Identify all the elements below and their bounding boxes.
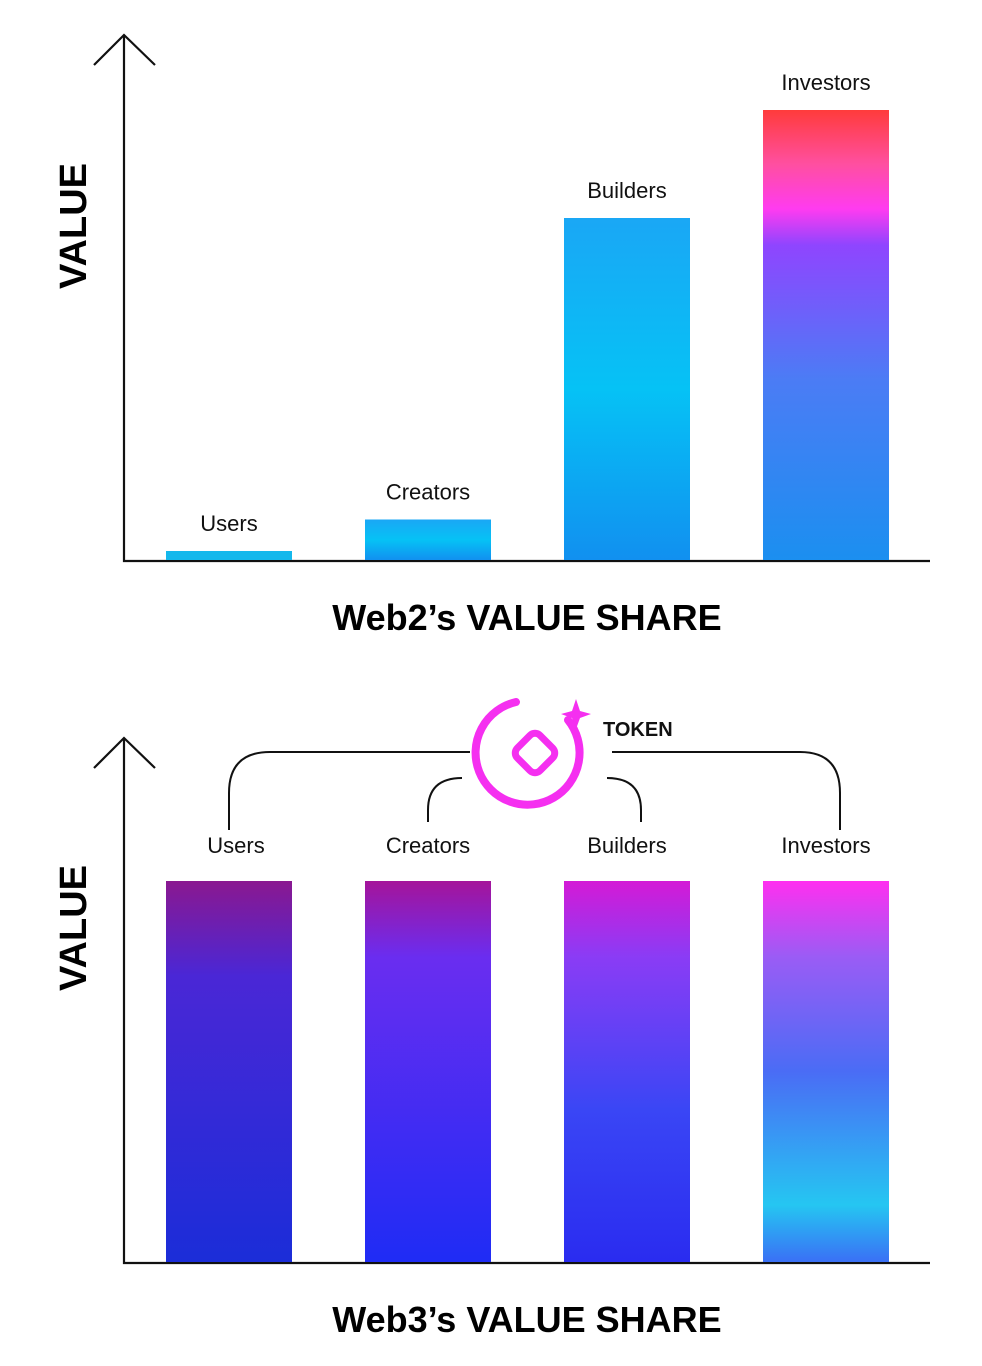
web2-chart-title: Web2’s VALUE SHARE [332,597,721,638]
web2-bar-users [166,551,292,560]
token-icon [471,698,591,809]
web2-y-arrow [93,33,156,66]
web2-bar-creators [365,519,491,560]
web3-bar-builders [564,881,690,1262]
web3-axes [122,738,930,1265]
web2-axes [122,35,930,563]
web3-bar-label-investors: Investors [781,833,870,858]
web3-y-axis-label: VALUE [53,865,95,991]
web2-bar-label-investors: Investors [781,70,870,95]
web3-chart: VALUE TOKEN Users Creators Builders Investo… [53,698,930,1340]
web2-bar-label-users: Users [200,511,257,536]
web2-bar-label-builders: Builders [587,178,666,203]
web3-bar-users [166,881,292,1262]
token-label: TOKEN [603,719,673,741]
token-connector-creators [427,777,463,822]
web3-bar-label-users: Users [207,833,264,858]
web3-chart-title: Web3’s VALUE SHARE [332,1299,721,1340]
web2-bars: Users Creators Builders Investors [166,70,889,560]
web3-bar-creators [365,881,491,1262]
token-connector-investors [612,751,841,830]
token-connector-users [228,751,470,830]
web3-bar-investors [763,881,889,1262]
web2-y-axis-label: VALUE [53,163,95,289]
web2-bar-label-creators: Creators [386,480,470,505]
web3-bar-label-builders: Builders [587,833,666,858]
web3-y-arrow [93,736,156,769]
web2-bar-builders [564,218,690,560]
web2-bar-investors [763,110,889,560]
web2-chart: VALUE Users Creators Builders Investors Web… [53,33,930,638]
web3-bars: Users Creators Builders Investors [166,833,889,1262]
web3-bar-label-creators: Creators [386,833,470,858]
token-connector-builders [606,777,642,822]
